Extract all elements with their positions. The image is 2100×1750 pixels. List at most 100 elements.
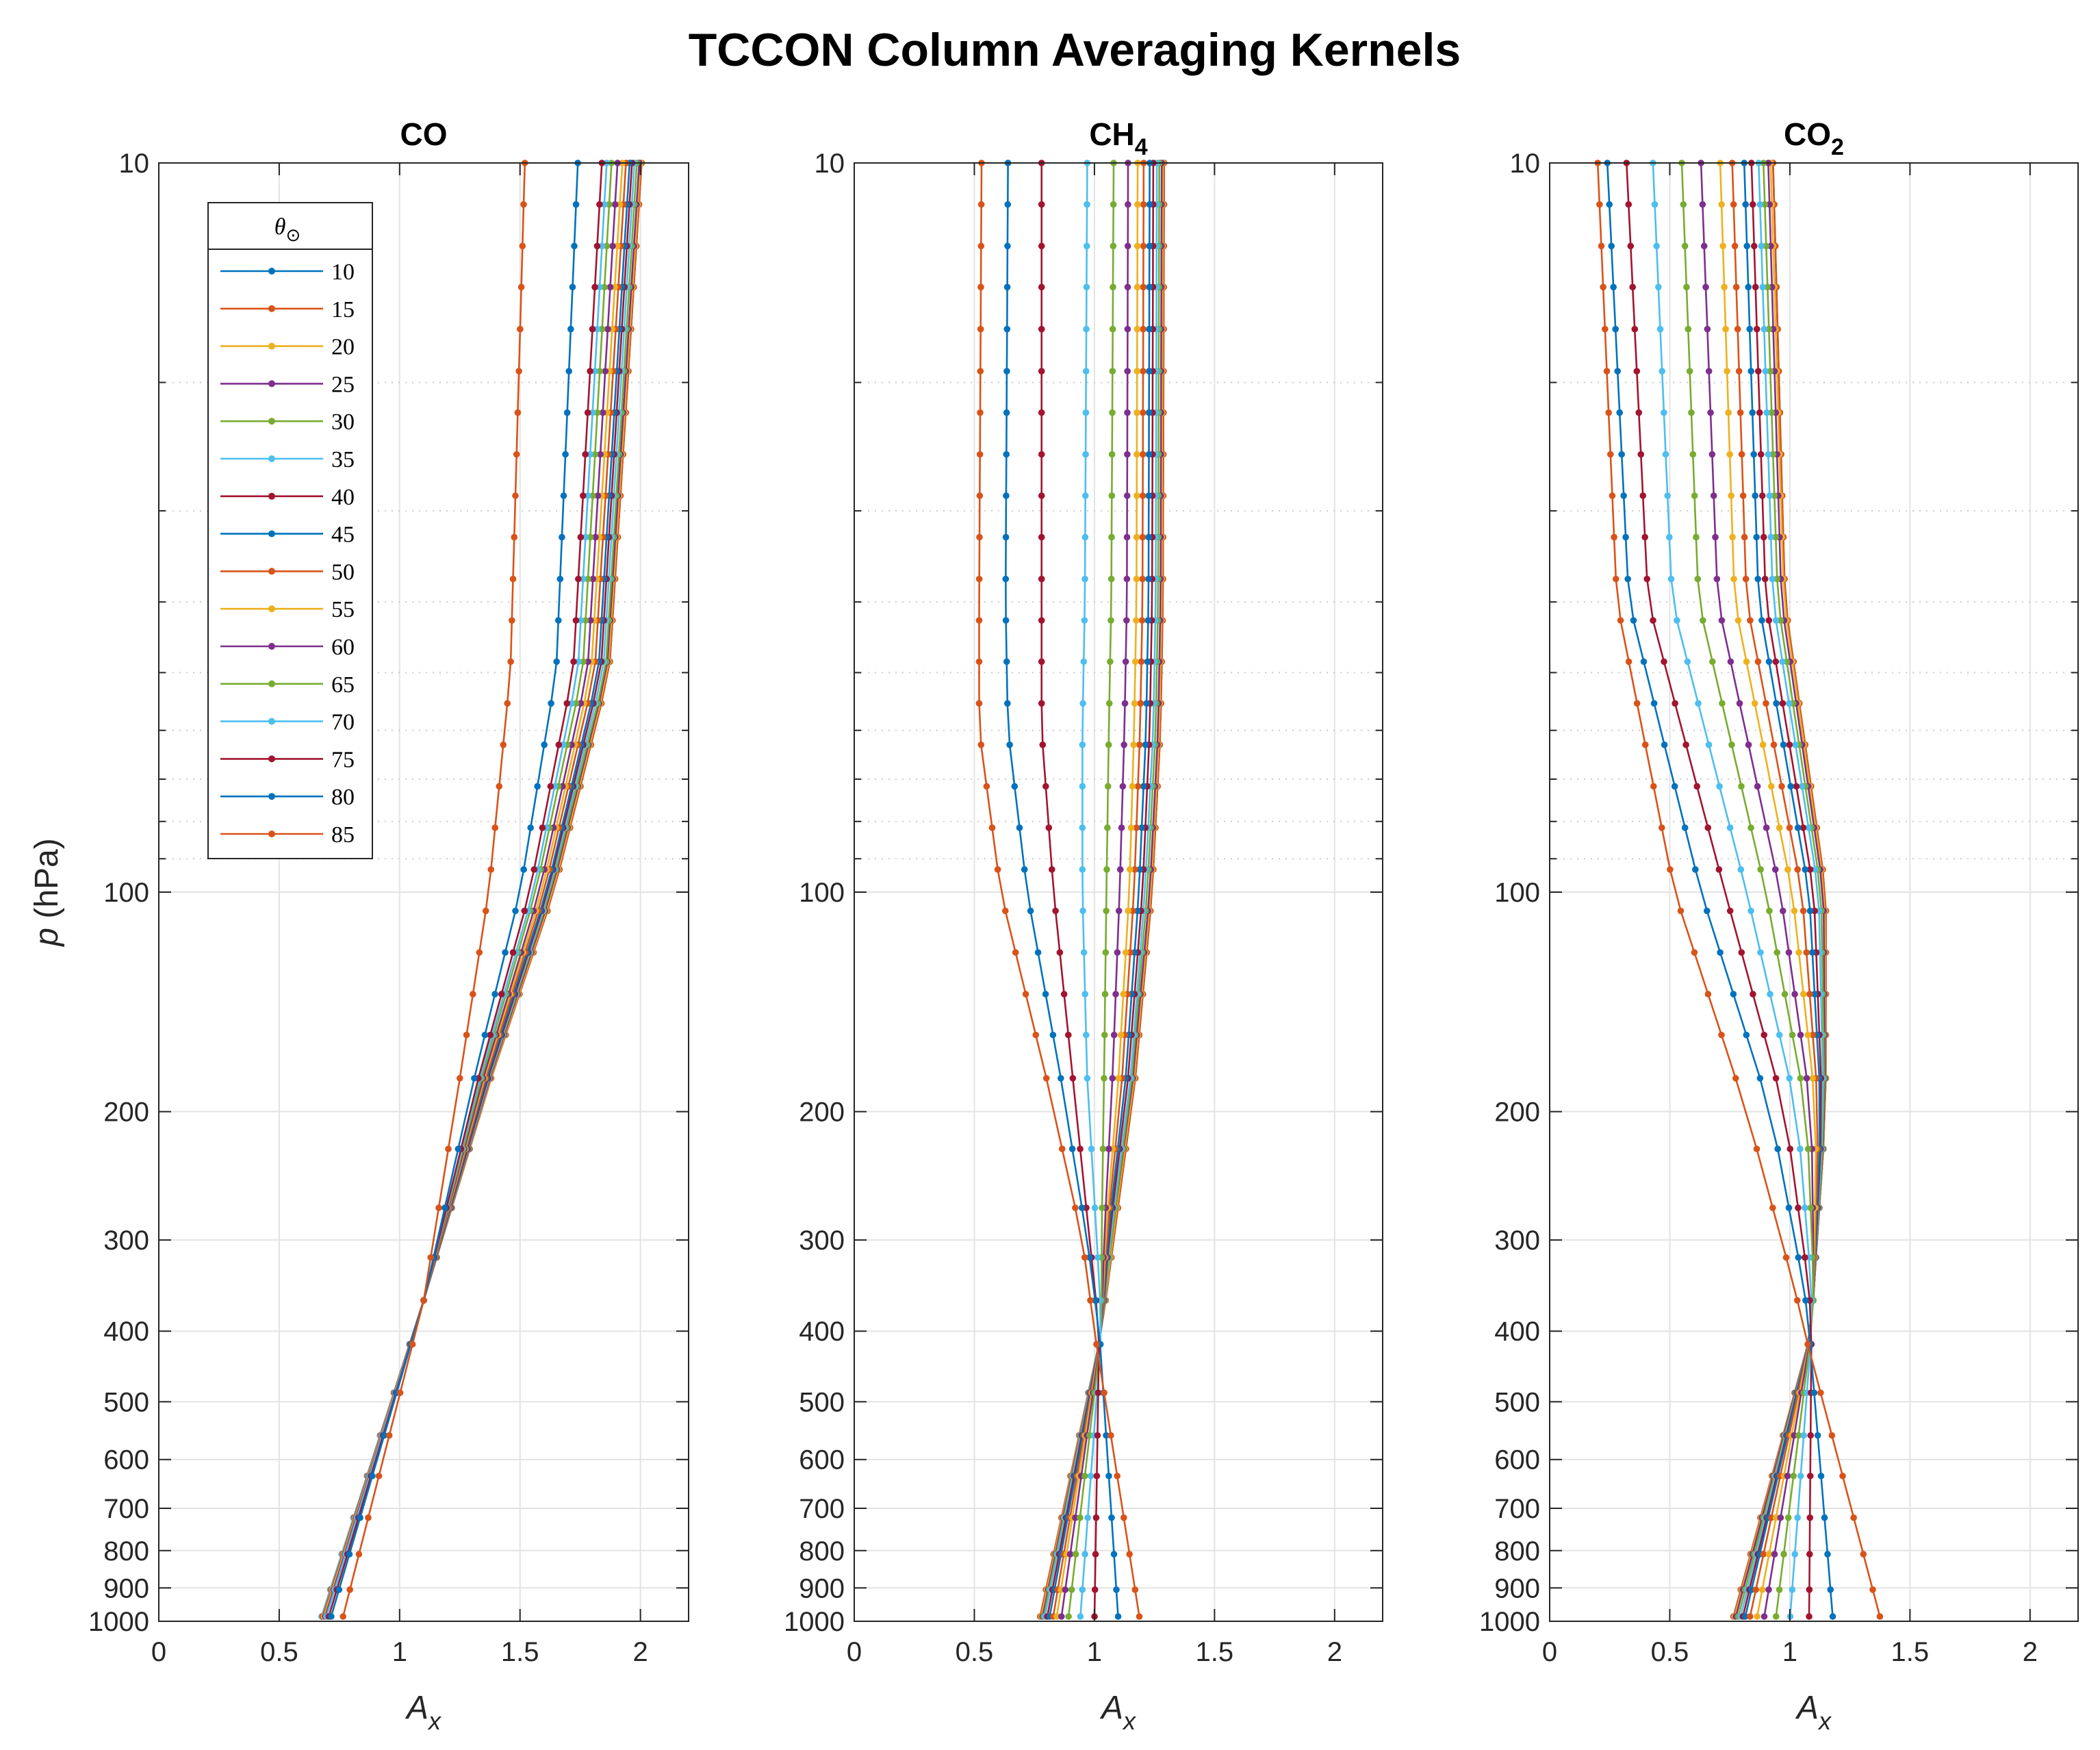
data-point (1145, 492, 1153, 499)
data-point (1596, 201, 1603, 208)
data-point (975, 700, 983, 707)
data-point (1761, 575, 1769, 583)
data-point (587, 451, 594, 458)
y-tick-label: 900 (103, 1573, 149, 1603)
data-point (1101, 1075, 1107, 1082)
legend-marker (268, 530, 275, 537)
data-point (1625, 201, 1632, 208)
y-tick-label: 200 (799, 1098, 845, 1128)
data-point (1105, 1145, 1112, 1152)
data-point (1769, 1204, 1776, 1211)
x-tick-label: 0 (151, 1637, 166, 1667)
panel-title: CO2 (1784, 116, 1844, 160)
data-point (1674, 617, 1680, 624)
data-point (1738, 949, 1745, 956)
data-point (1710, 492, 1717, 499)
data-point (1637, 451, 1645, 458)
data-point (1661, 741, 1668, 748)
data-point (1108, 492, 1116, 499)
data-point (1103, 866, 1110, 873)
data-point (1732, 1075, 1739, 1082)
y-tick-label: 500 (103, 1387, 149, 1417)
data-point (1038, 700, 1045, 707)
data-point (1667, 866, 1674, 873)
data-point (481, 1031, 489, 1039)
data-point (1730, 575, 1737, 583)
data-point (1725, 409, 1732, 416)
data-point (1004, 700, 1011, 707)
data-point (1038, 658, 1045, 665)
data-point (1140, 325, 1147, 333)
data-point (1753, 1145, 1760, 1152)
legend-label-40: 40 (331, 485, 355, 510)
data-point (1795, 1204, 1802, 1211)
data-point (1786, 1075, 1793, 1082)
data-point (577, 617, 585, 624)
data-point (613, 242, 621, 250)
data-point (1038, 409, 1045, 416)
data-point (1689, 451, 1697, 458)
data-point (1145, 575, 1152, 583)
data-point (1782, 1254, 1790, 1261)
data-point (1737, 866, 1745, 873)
data-point (1598, 242, 1605, 250)
data-point (1754, 783, 1761, 790)
data-point (988, 824, 996, 831)
data-point (1627, 242, 1635, 250)
data-point (591, 368, 598, 375)
data-point (1776, 1586, 1783, 1593)
data-point (1093, 1472, 1101, 1480)
data-point (568, 700, 575, 707)
data-point (1027, 907, 1034, 915)
data-point (1139, 451, 1147, 458)
data-point (1139, 533, 1147, 541)
data-point (1143, 700, 1150, 707)
data-point (1087, 1472, 1094, 1480)
data-point (1692, 866, 1699, 873)
data-point (1732, 283, 1740, 291)
data-point (441, 1204, 448, 1211)
data-point (1049, 1031, 1057, 1039)
data-point (1726, 451, 1733, 458)
data-point (1631, 325, 1639, 333)
data-point (1140, 409, 1147, 416)
legend-marker (268, 718, 275, 725)
data-point (1780, 1551, 1787, 1558)
y-tick-label: 100 (799, 878, 845, 908)
data-point (1761, 201, 1769, 208)
data-point (1729, 533, 1736, 541)
data-point (1633, 368, 1641, 375)
data-point (1146, 283, 1153, 291)
legend-title: θ⊙ (274, 214, 301, 245)
data-point (1699, 201, 1706, 208)
data-point (1124, 451, 1131, 458)
data-point (1042, 783, 1049, 790)
data-point (1108, 1514, 1115, 1521)
data-point (1757, 949, 1764, 956)
data-point (1146, 201, 1153, 208)
data-point (1760, 1613, 1768, 1620)
data-point (580, 658, 587, 665)
data-point (1012, 949, 1019, 956)
data-point (577, 700, 585, 707)
data-point (1747, 617, 1754, 624)
data-point (1643, 575, 1651, 583)
data-point (572, 201, 580, 208)
data-point (1793, 1297, 1801, 1304)
data-point (1079, 907, 1086, 915)
x-tick-label: 0 (1542, 1637, 1557, 1667)
data-point (1607, 451, 1614, 458)
data-point (1758, 242, 1765, 250)
data-point (1072, 1204, 1079, 1211)
data-point (1137, 700, 1144, 707)
data-point (1001, 907, 1009, 915)
data-point (1688, 409, 1695, 416)
data-point (1612, 575, 1619, 583)
data-point (1794, 866, 1801, 873)
data-point (1751, 700, 1758, 707)
data-point (1684, 658, 1691, 665)
data-point (1683, 283, 1690, 291)
data-point (1124, 283, 1131, 291)
data-point (539, 824, 546, 831)
data-point (1094, 1254, 1101, 1261)
